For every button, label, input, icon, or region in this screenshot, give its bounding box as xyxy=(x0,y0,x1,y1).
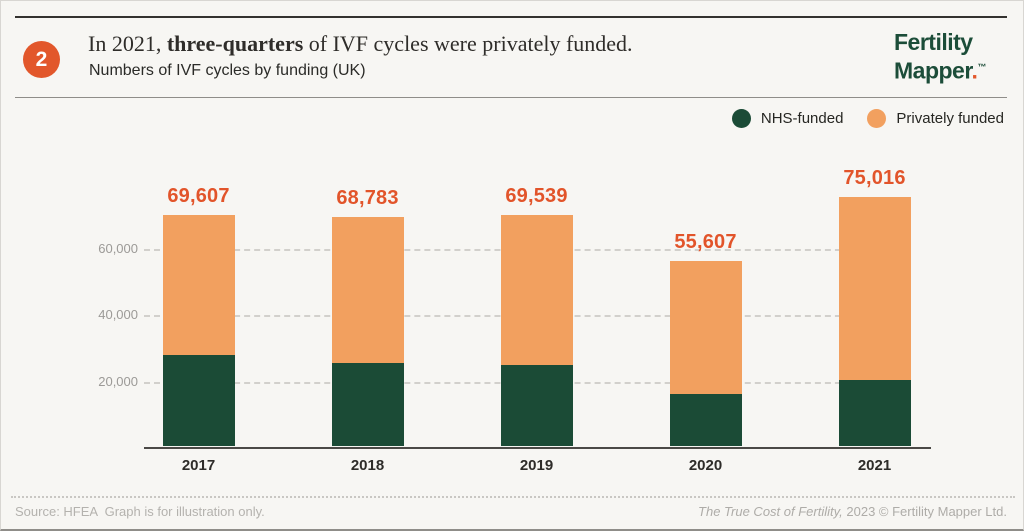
header-top-rule xyxy=(15,16,1007,18)
total-value-label-2020: 55,607 xyxy=(674,231,737,254)
logo-orange-dot: . xyxy=(971,57,978,84)
y-axis-tick-label: 60,000 xyxy=(98,240,138,256)
trademark-symbol: ™ xyxy=(977,62,986,72)
bar-privately-funded-2021 xyxy=(838,196,911,380)
bar-nhs-funded-2019 xyxy=(500,364,573,446)
chart-subtitle: Numbers of IVF cycles by funding (UK) xyxy=(89,62,366,79)
chart-title: In 2021, three-quarters of IVF cycles we… xyxy=(88,31,633,57)
bar-nhs-funded-2021 xyxy=(838,379,911,446)
x-axis-line xyxy=(144,447,931,449)
legend-swatch-icon xyxy=(867,109,887,128)
legend-swatch-icon xyxy=(731,109,751,128)
bar-privately-funded-2020 xyxy=(669,261,742,394)
title-bold: three-quarters xyxy=(166,31,304,56)
x-axis-label-2021: 2021 xyxy=(857,457,892,474)
x-axis-label-2019: 2019 xyxy=(519,457,554,474)
legend-item-nhs-funded: NHS-funded xyxy=(731,109,844,128)
legend-label: NHS-funded xyxy=(760,110,844,127)
bar-nhs-funded-2018 xyxy=(331,362,404,446)
credit-rest: 2023 © Fertility Mapper Ltd. xyxy=(842,504,1007,519)
credit-title-italic: The True Cost of Fertility, xyxy=(698,504,843,519)
total-value-label-2018: 68,783 xyxy=(336,187,399,210)
y-axis-tick-label: 40,000 xyxy=(98,307,138,322)
bar-privately-funded-2018 xyxy=(331,217,404,363)
total-value-label-2021: 75,016 xyxy=(843,166,906,189)
slide-number-badge: 2 xyxy=(23,41,60,78)
legend-label: Privately funded xyxy=(896,110,1004,127)
x-axis-label-2018: 2018 xyxy=(350,457,385,474)
credit-note: The True Cost of Fertility, 2023 © Ferti… xyxy=(698,504,1007,519)
source-note: Source: HFEA Graph is for illustration o… xyxy=(15,504,265,519)
bar-nhs-funded-2017 xyxy=(162,354,235,446)
total-value-label-2019: 69,539 xyxy=(505,184,568,207)
title-suffix: of IVF cycles were privately funded. xyxy=(303,31,633,56)
header-bottom-rule xyxy=(15,97,1007,98)
bar-nhs-funded-2020 xyxy=(669,393,742,446)
logo-line-2: Mapper.™ xyxy=(894,57,986,84)
logo-line-1: Fertility xyxy=(894,29,973,55)
fertility-mapper-logo: Fertility Mapper.™ xyxy=(894,30,1004,84)
x-axis-label-2017: 2017 xyxy=(181,457,216,474)
total-value-label-2017: 69,607 xyxy=(167,184,230,207)
legend-item-privately-funded: Privately funded xyxy=(867,109,1004,128)
y-axis-tick-label: 20,000 xyxy=(98,373,138,389)
slide-number: 2 xyxy=(35,48,48,71)
legend: NHS-funded Privately funded xyxy=(731,109,1004,128)
title-prefix: In 2021, xyxy=(88,31,167,56)
x-axis-label-2020: 2020 xyxy=(688,457,723,474)
bar-privately-funded-2017 xyxy=(162,214,235,355)
bar-privately-funded-2019 xyxy=(500,214,573,365)
footer-divider xyxy=(11,496,1015,498)
